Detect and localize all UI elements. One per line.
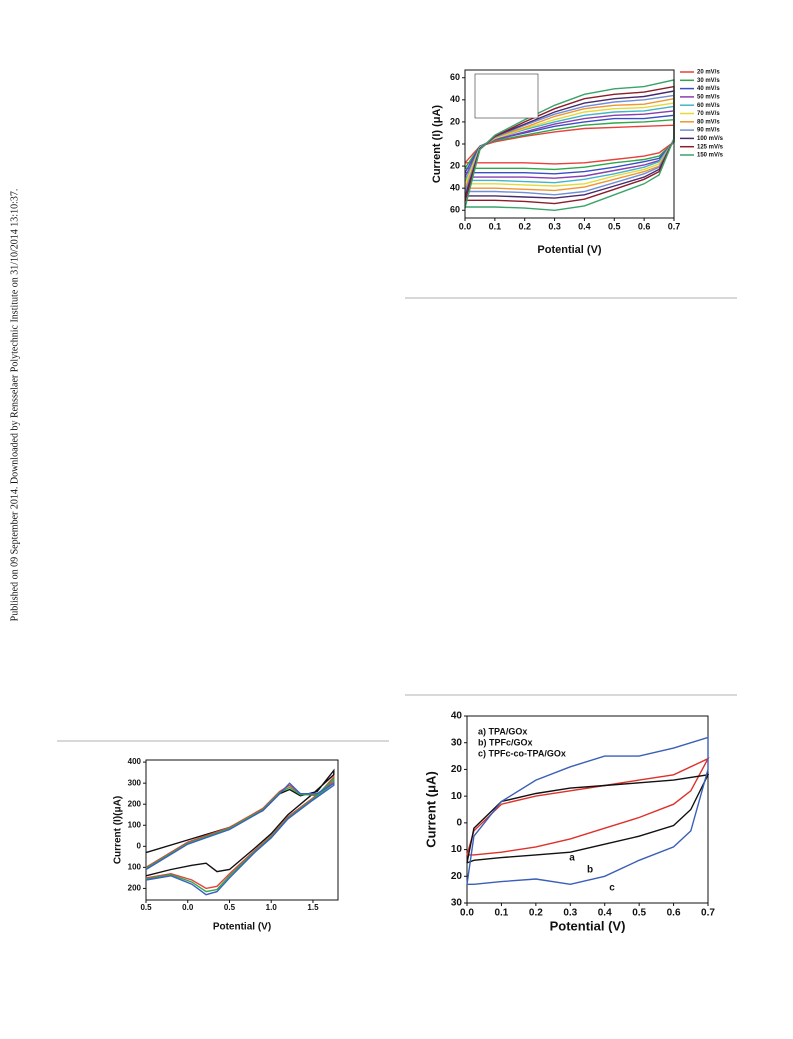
x-tick-label: 1.0 xyxy=(266,903,278,912)
legend-label: 100 mV/s xyxy=(697,136,724,142)
y-tick-label: 20 xyxy=(451,871,463,882)
legend-label: a) TPA/GOx xyxy=(478,726,527,736)
legend-label: 125 mV/s xyxy=(697,144,724,150)
cv-curve xyxy=(466,773,710,864)
legend-label: 90 mV/s xyxy=(697,128,720,134)
legend-label: 30 mV/s xyxy=(697,78,720,84)
x-axis-label: Potential (V) xyxy=(213,922,271,933)
y-tick-label: 30 xyxy=(451,737,463,748)
x-tick-label: 0.1 xyxy=(489,221,502,231)
x-tick-label: 0.4 xyxy=(578,221,591,231)
y-tick-label: 300 xyxy=(128,778,142,787)
x-tick-label: 0.5 xyxy=(224,903,236,912)
y-axis-label: Current (μA) xyxy=(423,771,438,848)
legend-label: 80 mV/s xyxy=(697,119,720,125)
y-tick-label: 20 xyxy=(450,160,460,170)
x-tick-label: 0.0 xyxy=(182,903,194,912)
x-tick-label: 0.2 xyxy=(518,221,531,231)
legend-label: 20 mV/s xyxy=(697,70,720,76)
x-axis-label: Potential (V) xyxy=(537,244,602,256)
y-tick-label: 400 xyxy=(128,757,142,766)
x-tick-label: 0.3 xyxy=(548,221,561,231)
y-tick-label: 60 xyxy=(450,205,460,215)
cv-curve xyxy=(145,777,335,893)
legend-label: 150 mV/s xyxy=(697,153,724,159)
x-tick-label: 0.1 xyxy=(494,908,508,919)
y-tick-label: 0 xyxy=(455,138,460,148)
x-tick-label: 0.0 xyxy=(460,908,474,919)
y-axis-label: Current (I)(μA) xyxy=(113,796,124,864)
cv-curve xyxy=(145,781,335,896)
x-tick-label: 0.6 xyxy=(667,908,681,919)
x-tick-label: 0.2 xyxy=(529,908,543,919)
inset-frame xyxy=(474,73,539,119)
x-tick-label: 0.3 xyxy=(563,908,577,919)
legend-label: 50 mV/s xyxy=(697,94,720,100)
x-tick-label: 0.4 xyxy=(598,908,612,919)
x-tick-label: 0.0 xyxy=(459,221,472,231)
x-axis-label: Potential (V) xyxy=(550,918,626,933)
y-tick-label: 10 xyxy=(451,844,463,855)
legend-label: 70 mV/s xyxy=(697,111,720,117)
x-tick-label: 0.5 xyxy=(608,221,621,231)
y-tick-label: 40 xyxy=(450,94,460,104)
cv-curve xyxy=(466,757,710,856)
y-tick-label: 20 xyxy=(451,764,463,775)
y-tick-label: 10 xyxy=(451,791,463,802)
y-axis-label: Current (I) (μA) xyxy=(431,105,443,184)
y-tick-label: 20 xyxy=(450,116,460,126)
y-tick-label: 200 xyxy=(128,799,142,808)
y-tick-label: 0 xyxy=(137,841,142,850)
x-tick-label: 0.5 xyxy=(140,903,152,912)
legend-label: b) TPFc/GOx xyxy=(478,737,533,747)
y-tick-label: 30 xyxy=(451,898,463,909)
y-tick-label: 200 xyxy=(128,884,142,893)
y-tick-label: 0 xyxy=(456,817,462,828)
plot-frame xyxy=(466,715,709,904)
side-note: Published on 09 September 2014. Download… xyxy=(9,189,20,622)
y-tick-label: 40 xyxy=(451,711,463,722)
x-tick-label: 0.5 xyxy=(632,908,646,919)
x-tick-label: 1.5 xyxy=(307,903,319,912)
cv-curve xyxy=(466,736,709,886)
curve-annotation: b xyxy=(587,865,593,876)
x-tick-label: 0.7 xyxy=(668,221,681,231)
plot-frame xyxy=(145,759,339,901)
legend-label: 40 mV/s xyxy=(697,86,720,92)
x-tick-label: 0.7 xyxy=(701,908,715,919)
legend-label: c) TPFc-co-TPA/GOx xyxy=(478,748,566,758)
y-tick-label: 40 xyxy=(450,183,460,193)
y-tick-label: 100 xyxy=(128,820,142,829)
curve-annotation: a xyxy=(569,853,575,864)
x-tick-label: 0.6 xyxy=(638,221,651,231)
y-tick-label: 100 xyxy=(128,862,142,871)
legend-label: 60 mV/s xyxy=(697,103,720,109)
y-tick-label: 60 xyxy=(450,72,460,82)
curve-annotation: c xyxy=(609,883,615,894)
cv-curve xyxy=(464,124,675,165)
